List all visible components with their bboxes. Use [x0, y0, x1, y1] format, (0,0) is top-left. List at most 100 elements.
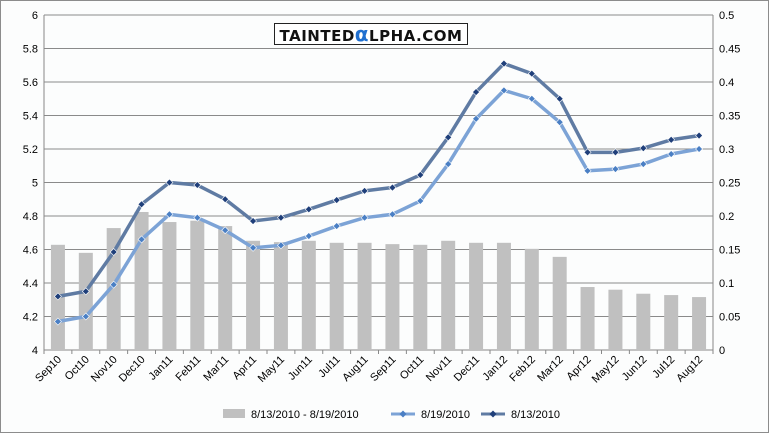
x-tick-label: Nov11	[424, 354, 454, 384]
x-tick-label: Jun11	[286, 354, 315, 383]
y-left-tick-label: 4.2	[23, 312, 38, 324]
data-point-marker	[472, 114, 480, 123]
series-line	[57, 88, 700, 324]
bar	[190, 220, 205, 350]
x-tick-label: Feb11	[173, 354, 203, 384]
y-left-tick-label: 5.4	[23, 111, 38, 123]
data-point-marker	[193, 181, 202, 189]
bar	[692, 297, 707, 350]
x-tick-label: May11	[256, 354, 287, 385]
data-point-marker	[555, 118, 564, 127]
data-point-marker	[444, 133, 453, 142]
x-tick-label: Jan11	[146, 354, 175, 383]
x-tick-label: May12	[590, 354, 622, 386]
bar	[636, 293, 651, 350]
data-point-marker	[360, 186, 369, 195]
x-tick-label: Oct10	[63, 354, 92, 383]
data-point-marker	[81, 287, 90, 296]
y-left-tick-label: 5.8	[23, 44, 38, 56]
bar	[413, 244, 428, 350]
y-right-tick-label: 0.2	[719, 211, 734, 223]
tainted-alpha-logo: TAINTEDαLPHA.COM	[274, 23, 468, 45]
bar	[246, 240, 261, 350]
y-right-tick-label: 0.4	[719, 77, 734, 89]
data-point-marker	[639, 144, 648, 153]
bar	[608, 289, 623, 350]
y-left-tick-label: 6	[32, 10, 38, 22]
data-point-marker	[109, 248, 118, 256]
data-point-marker	[221, 226, 230, 235]
data-point-marker	[667, 135, 676, 144]
y-right-tick-label: 0.05	[719, 312, 740, 324]
y-right-tick-label: 0.35	[719, 111, 740, 123]
series-line	[57, 61, 700, 299]
data-point-marker	[444, 160, 453, 168]
data-point-marker	[555, 94, 564, 103]
data-point-marker	[583, 148, 592, 157]
bar	[162, 222, 177, 350]
bar	[664, 295, 679, 350]
bar	[496, 242, 511, 350]
x-tick-label: Nov10	[89, 354, 120, 385]
y-left-tick-label: 4.8	[23, 211, 38, 223]
bar	[552, 256, 567, 350]
x-tick-label: Aug11	[340, 354, 370, 384]
data-point-marker	[667, 150, 676, 158]
bar	[441, 240, 456, 350]
data-point-marker	[193, 213, 202, 222]
data-point-marker	[695, 145, 703, 153]
y-left-tick-label: 5.2	[23, 144, 38, 156]
data-point-marker	[500, 59, 508, 68]
data-point-marker	[583, 166, 592, 175]
legend-swatch-bar	[223, 409, 245, 418]
data-point-marker	[54, 317, 62, 326]
data-point-marker	[249, 243, 257, 252]
y-left-tick-label: 4.4	[23, 278, 38, 290]
x-tick-label: Jun12	[620, 354, 650, 384]
data-point-marker	[611, 148, 620, 157]
x-tick-label: Mar12	[535, 354, 566, 385]
x-tick-label: Jul11	[316, 354, 343, 381]
data-point-marker	[332, 222, 341, 230]
bar	[218, 226, 233, 350]
x-tick-label: Dec10	[117, 354, 148, 385]
bar	[524, 248, 539, 350]
legend-marker	[399, 410, 407, 418]
data-point-marker	[54, 292, 62, 301]
x-tick-label: Sep11	[368, 354, 398, 384]
data-point-marker	[527, 94, 536, 103]
bar	[329, 242, 344, 350]
x-tick-label: Aug12	[674, 354, 705, 385]
x-tick-label: Dec11	[452, 354, 482, 384]
data-point-marker	[639, 160, 648, 168]
data-point-marker	[249, 217, 257, 225]
x-tick-label: Feb12	[507, 354, 538, 385]
data-point-marker	[165, 178, 174, 187]
x-tick-label: Jul12	[650, 354, 677, 381]
data-point-marker	[332, 196, 341, 205]
bar	[469, 242, 484, 350]
data-point-marker	[611, 165, 620, 174]
data-point-marker	[527, 69, 536, 78]
data-point-marker	[277, 213, 285, 222]
x-tick-label: Apr12	[564, 354, 593, 383]
data-point-marker	[360, 213, 369, 222]
bar	[301, 240, 316, 350]
y-right-tick-label: 0.1	[719, 278, 734, 290]
y-left-tick-label: 4.6	[23, 245, 38, 257]
legend-label: 8/13/2010 - 8/19/2010	[251, 409, 359, 421]
y-right-tick-label: 0.3	[719, 144, 734, 156]
bar	[357, 242, 372, 350]
y-right-tick-label: 0.15	[719, 245, 740, 257]
legend-label: 8/19/2010	[421, 409, 470, 421]
data-point-marker	[165, 210, 174, 219]
bar	[78, 252, 93, 350]
y-left-tick-label: 5	[32, 178, 38, 190]
data-point-marker	[277, 241, 285, 250]
data-point-marker	[416, 197, 425, 205]
data-point-marker	[137, 200, 146, 209]
bar	[385, 244, 400, 350]
data-point-marker	[304, 205, 313, 214]
